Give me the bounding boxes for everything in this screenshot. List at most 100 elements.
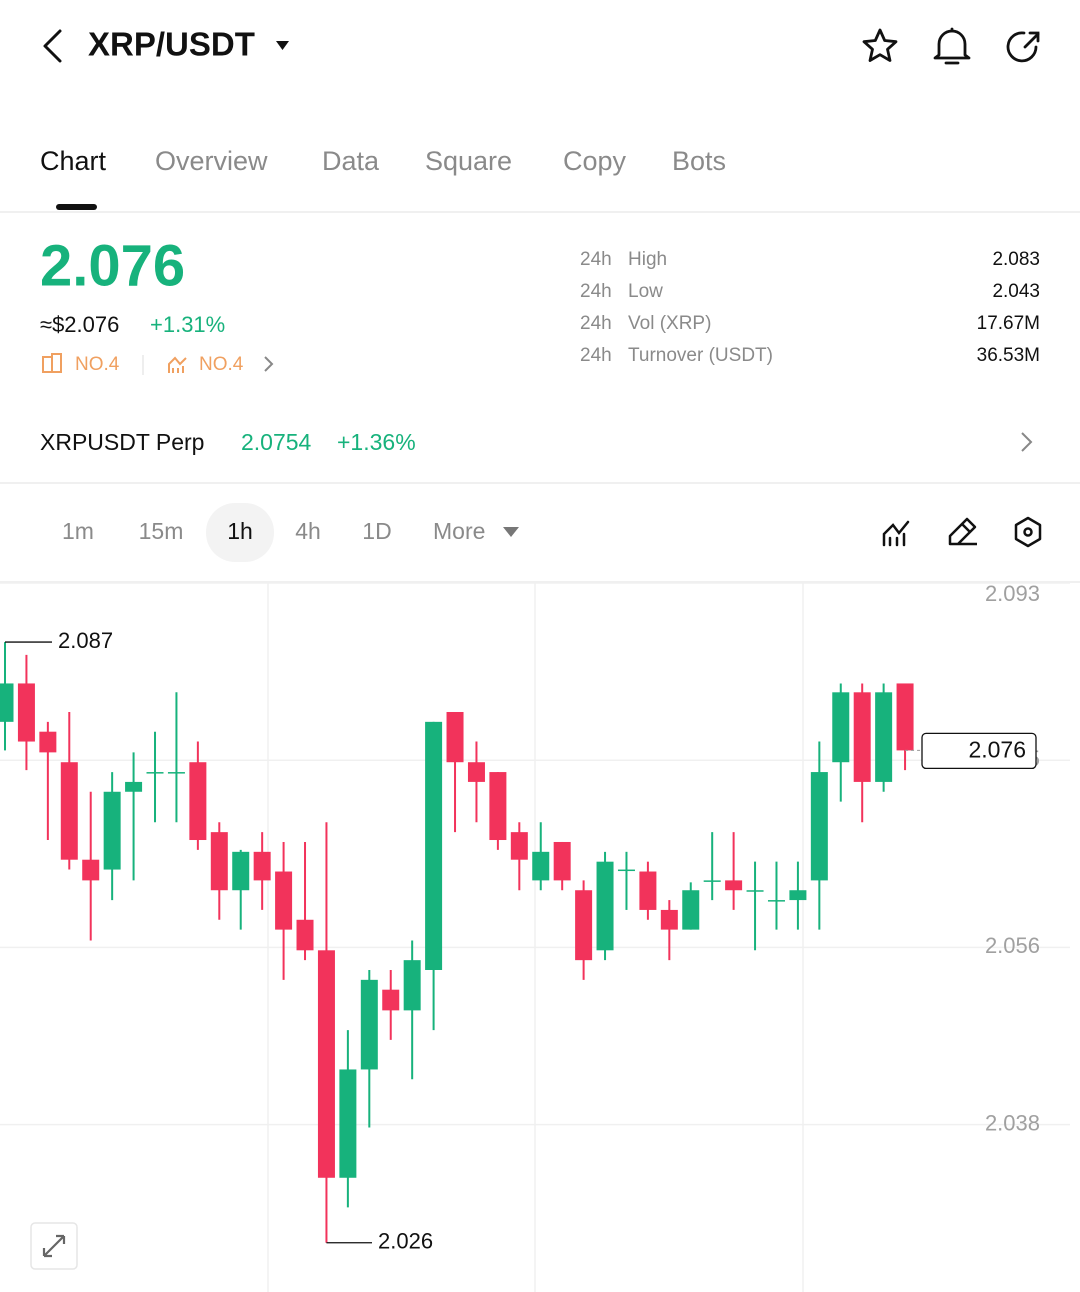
rank-1[interactable]: NO.4: [75, 354, 120, 375]
rank-2[interactable]: NO.4: [199, 354, 244, 375]
expand-button[interactable]: [30, 1222, 78, 1270]
y-tick-label: 2.093: [985, 581, 1040, 606]
perp-arrow[interactable]: [1021, 432, 1033, 452]
alert-icon[interactable]: [933, 27, 971, 65]
candle-body: [896, 683, 914, 751]
timeframe[interactable]: 4h: [295, 518, 321, 544]
stat-period: 24h: [580, 249, 612, 270]
candle-body: [0, 683, 14, 722]
candle-body: [832, 692, 850, 763]
candle-body: [167, 772, 185, 774]
timeframe[interactable]: 15m: [139, 518, 184, 544]
rank-icon-2: [168, 356, 187, 373]
stat-value: 36.53M: [977, 345, 1040, 366]
candle-body: [425, 721, 443, 970]
candle-body: [360, 979, 378, 1070]
pair-dropdown[interactable]: [276, 41, 289, 50]
candle-body: [467, 762, 485, 782]
candle-body: [853, 692, 871, 782]
last-price-box: [921, 732, 1037, 770]
candle-body: [789, 890, 807, 901]
rank-arrow[interactable]: [264, 356, 274, 372]
perp-change: +1.36%: [337, 429, 416, 455]
candle-body: [210, 832, 228, 891]
y-tick-label: 2.056: [985, 933, 1040, 958]
stat-label: Vol (XRP): [628, 313, 711, 334]
stat-label: Low: [628, 281, 663, 302]
fiat-price: ≈$2.076: [40, 312, 119, 337]
stat-period: 24h: [580, 345, 612, 366]
candle-body: [725, 880, 743, 891]
candle-body: [146, 772, 164, 774]
candle-body: [339, 1069, 357, 1178]
candle-body: [682, 890, 700, 930]
candle-body: [253, 851, 271, 881]
timeframe[interactable]: 1D: [362, 518, 391, 544]
candle-body: [82, 859, 100, 881]
candle-body: [810, 772, 828, 881]
tab[interactable]: Data: [322, 146, 380, 176]
draw-icon[interactable]: [948, 517, 977, 546]
last-price: 2.076: [40, 233, 185, 298]
candle-body: [446, 711, 464, 763]
candle-body: [746, 890, 764, 892]
candle-body: [660, 909, 678, 930]
indicator-icon[interactable]: [882, 520, 910, 547]
candle-body: [382, 989, 400, 1011]
stat-value: 2.043: [992, 281, 1040, 302]
candle-body: [575, 890, 593, 961]
candle-body: [60, 762, 78, 860]
tab[interactable]: Bots: [672, 146, 726, 176]
stat-label: Turnover (USDT): [628, 345, 773, 366]
candle-body: [553, 841, 571, 881]
candle-body: [189, 762, 207, 841]
candle-body: [17, 683, 35, 742]
more-dropdown[interactable]: [503, 527, 519, 537]
candle-body: [296, 919, 314, 951]
last-price-label: 2.076: [968, 736, 1026, 762]
tab[interactable]: Overview: [155, 146, 268, 176]
stat-period: 24h: [580, 313, 612, 334]
perp-name[interactable]: XRPUSDT Perp: [40, 429, 204, 455]
tab[interactable]: Copy: [563, 146, 627, 176]
price-change: +1.31%: [150, 312, 225, 337]
candle-body: [703, 880, 721, 882]
candle-body: [403, 960, 421, 1011]
pair-title[interactable]: XRP/USDT: [88, 26, 255, 63]
favorite-icon[interactable]: [862, 28, 898, 62]
candle-body: [875, 692, 893, 782]
vertical-grid: [267, 583, 804, 1292]
candle-body: [532, 851, 550, 881]
tab[interactable]: Square: [425, 146, 512, 176]
candle-body: [103, 791, 121, 870]
active-timeframe-bg: [206, 503, 274, 562]
rank-icon-1: [42, 353, 62, 373]
candle-body: [275, 871, 293, 930]
back-button[interactable]: [43, 29, 62, 63]
settings-icon[interactable]: [1014, 516, 1042, 548]
stat-value: 2.083: [992, 249, 1040, 270]
timeframe[interactable]: 1m: [62, 518, 94, 544]
stat-period: 24h: [580, 281, 612, 302]
active-tab-indicator: [56, 204, 97, 210]
candle-body: [232, 851, 250, 891]
candle-body: [39, 731, 57, 753]
candle-body: [617, 869, 635, 872]
candle-body: [317, 950, 335, 1178]
timeframe[interactable]: 1h: [227, 518, 253, 544]
candle-body: [510, 832, 528, 860]
stat-label: High: [628, 249, 667, 270]
share-icon[interactable]: [1006, 31, 1040, 63]
timeframe[interactable]: More: [433, 518, 485, 544]
tab[interactable]: Chart: [40, 146, 107, 176]
candle-body: [767, 900, 785, 902]
candle-body: [125, 781, 143, 792]
candle-body: [489, 772, 507, 841]
min-label: 2.026: [378, 1229, 433, 1254]
candle-body: [639, 871, 657, 910]
candle-body: [596, 861, 614, 951]
perp-price: 2.0754: [241, 429, 312, 455]
y-tick-label: 2.038: [985, 1110, 1040, 1135]
